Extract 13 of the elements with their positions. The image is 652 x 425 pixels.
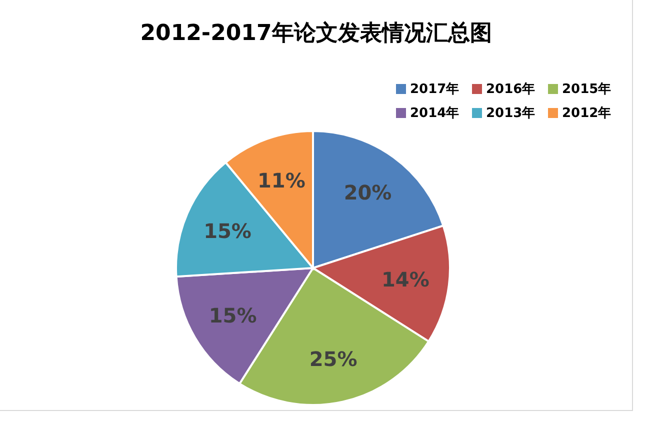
legend-label: 2017年: [410, 81, 460, 98]
legend-label: 2012年: [562, 105, 612, 122]
data-label: 14%: [381, 268, 430, 292]
data-label: 15%: [208, 303, 257, 328]
legend-label: 2015年: [562, 81, 612, 98]
data-label: 15%: [204, 219, 252, 243]
legend-label: 2016年: [486, 81, 536, 98]
data-label: 20%: [344, 180, 392, 205]
data-label: 25%: [309, 346, 358, 371]
legend-label: 2014年: [410, 105, 460, 122]
chart-title: 2012-2017年论文发表情况汇总图: [139, 20, 493, 48]
data-label: 11%: [258, 168, 306, 192]
legend-label: 2013年: [486, 105, 536, 122]
